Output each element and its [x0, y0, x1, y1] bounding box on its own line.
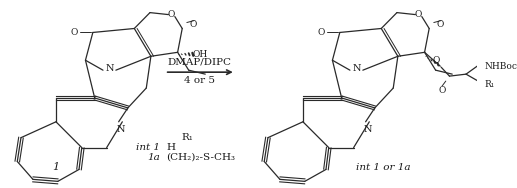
Text: NHBoc: NHBoc: [484, 62, 517, 71]
Text: O: O: [190, 20, 197, 29]
Text: O: O: [71, 28, 78, 37]
Text: int 1 or 1a: int 1 or 1a: [356, 163, 410, 172]
Text: O: O: [415, 10, 422, 19]
Text: O: O: [168, 10, 175, 19]
Text: O: O: [317, 28, 325, 37]
Text: 1a: 1a: [147, 153, 160, 162]
Text: H: H: [166, 143, 176, 152]
Text: N: N: [105, 64, 114, 73]
Text: R₁: R₁: [182, 133, 194, 142]
Text: DMAP/DIPC: DMAP/DIPC: [168, 58, 232, 67]
Text: O: O: [436, 20, 444, 29]
Text: int 1: int 1: [136, 143, 160, 152]
Text: N: N: [116, 125, 125, 134]
Text: OH: OH: [192, 50, 208, 59]
Text: 1: 1: [52, 162, 59, 172]
Text: (CH₂)₂-S-CH₃: (CH₂)₂-S-CH₃: [166, 153, 236, 162]
Text: 4 or 5: 4 or 5: [184, 76, 215, 85]
Text: R₁: R₁: [484, 80, 495, 89]
Text: O: O: [438, 86, 446, 95]
Text: N: N: [363, 125, 372, 134]
Text: O: O: [433, 56, 440, 65]
Text: N: N: [352, 64, 361, 73]
